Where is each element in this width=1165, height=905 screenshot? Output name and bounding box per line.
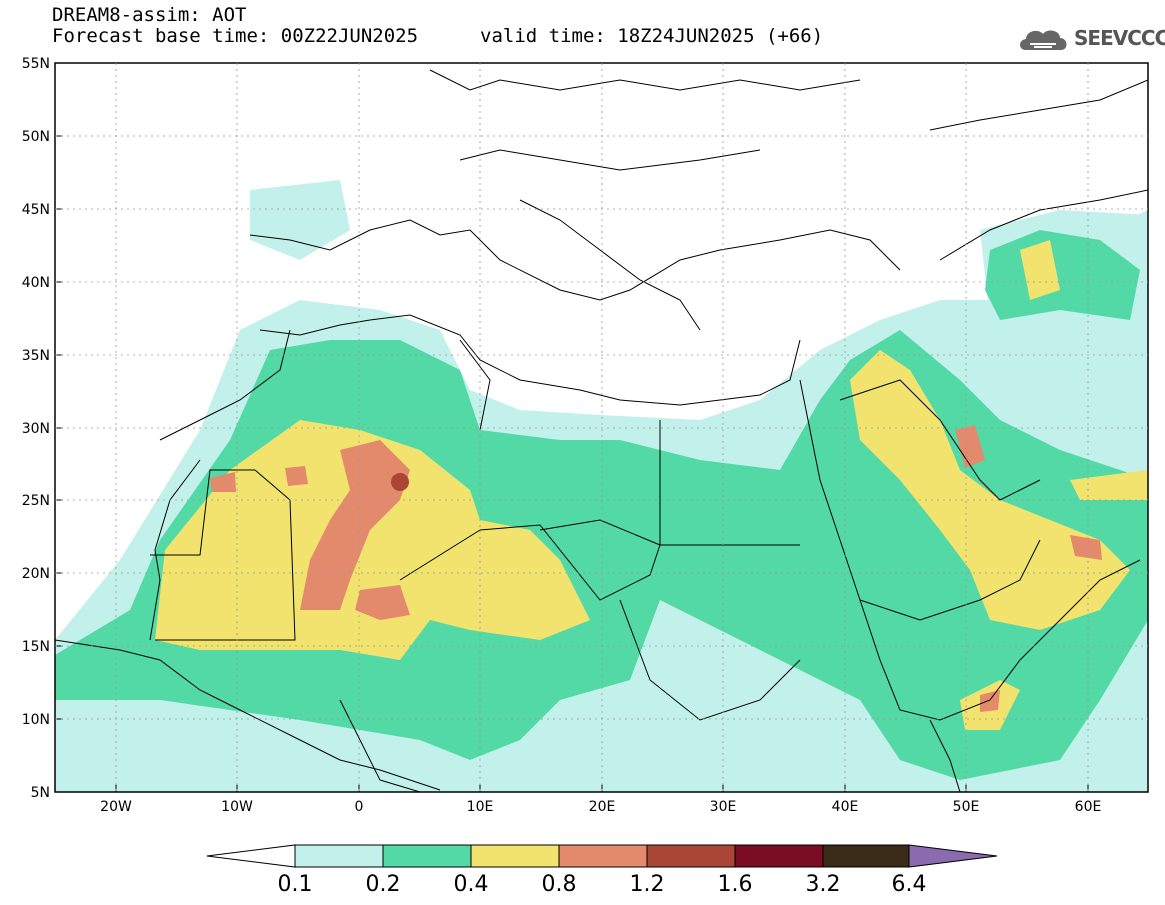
colorbar-swatch [470,844,560,868]
country-borders [55,69,1148,792]
lat-label: 40N [22,275,50,291]
aot-field-level3 [155,420,590,660]
aot-field-level4-c [210,472,236,492]
colorbar-swatch [734,844,824,868]
colorbar-label: 0.1 [278,872,313,897]
lon-label: 10W [221,799,253,815]
lat-label: 20N [22,566,50,582]
aot-field-level4 [300,440,410,610]
colorbar-swatch [822,844,910,868]
valid-time: valid time: 18Z24JUN2025 (+66) [480,25,824,47]
grid-lines [55,63,1148,792]
lat-label: 55N [22,56,50,72]
lat-label: 15N [22,639,50,655]
lat-label: 50N [22,129,50,145]
colorbar-swatch [646,844,736,868]
lon-label: 40E [832,799,859,815]
colorbar-low-arrow [206,844,296,868]
lat-label: 45N [22,202,50,218]
colorbar-label: 1.6 [718,872,753,897]
longitude-labels: 20W 10W 0 10E 20E 30E 40E 50E 60E [100,799,1101,815]
lon-label: 0 [355,799,364,815]
colorbar-label: 0.2 [366,872,401,897]
colorbar-swatch [294,844,384,868]
colorbar-label: 0.4 [454,872,489,897]
lon-label: 30E [710,799,737,815]
colorbar-label: 0.8 [542,872,577,897]
aot-field-level3-c [1020,240,1060,300]
colorbar [206,844,998,868]
lat-label: 35N [22,348,50,364]
aot-field-level4-b [355,585,410,620]
lat-label: 30N [22,421,50,437]
lon-label: 20W [100,799,132,815]
latitude-labels: 55N 50N 45N 40N 35N 30N 25N 20N 15N 10N … [22,56,50,801]
aot-field-level4-g [980,690,1000,712]
cloud-logo-icon [1020,30,1067,50]
colorbar-swatch [558,844,648,868]
lat-label: 10N [22,712,50,728]
lat-label: 25N [22,493,50,509]
colorbar-label: 1.2 [630,872,665,897]
lat-label: 5N [31,785,50,801]
forecast-base-time: Forecast base time: 00Z22JUN2025 [52,25,419,47]
lon-label: 60E [1075,799,1102,815]
logo-text: SEEVCCC [1074,26,1165,50]
aot-fields [55,180,1148,792]
lon-label: 20E [589,799,616,815]
aot-field-level5 [391,473,409,491]
aot-field-level3-e [1070,470,1148,500]
aot-field-level3-b [850,350,1130,630]
aot-field-level4-e [955,425,985,468]
aot-field-level4-d [285,466,308,486]
aot-field-level4-f [1070,535,1102,560]
chart-title: DREAM8-assim: AOT [52,4,247,26]
colorbar-swatch [382,844,472,868]
colorbar-high-arrow [908,844,998,868]
colorbar-label: 6.4 [892,872,927,897]
aot-field-level1-b [250,180,350,260]
colorbar-label: 3.2 [806,872,841,897]
colorbar-labels: 0.1 0.2 0.4 0.8 1.2 1.6 3.2 6.4 [278,872,927,897]
lon-label: 50E [953,799,980,815]
lon-label: 10E [467,799,494,815]
